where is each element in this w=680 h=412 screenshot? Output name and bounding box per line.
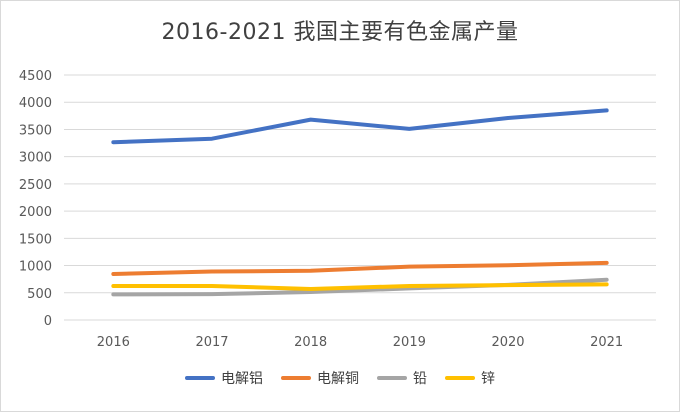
legend-item: 电解铜 (281, 368, 359, 388)
legend-item: 电解铝 (185, 368, 263, 388)
legend-swatch (185, 376, 215, 380)
x-axis-ticks: 2016 2017 2018 2019 2020 2021 (97, 335, 623, 350)
x-tick-label: 2017 (195, 335, 228, 350)
y-tick-label: 3500 (19, 123, 52, 138)
legend-label: 铅 (413, 371, 427, 387)
legend-swatch (377, 376, 407, 380)
y-tick-label: 4000 (19, 96, 52, 111)
y-tick-label: 4500 (19, 69, 52, 84)
x-tick-label: 2020 (491, 335, 524, 350)
y-tick-label: 500 (27, 287, 52, 302)
legend-label: 电解铝 (221, 371, 263, 387)
x-tick-label: 2016 (97, 335, 130, 350)
y-tick-label: 2500 (19, 178, 52, 193)
y-tick-label: 0 (44, 314, 52, 329)
x-tick-label: 2021 (590, 335, 623, 350)
legend-label: 锌 (481, 371, 495, 387)
y-axis-ticks: 0 500 1000 1500 2000 2500 3000 3500 4000 4500 (19, 69, 52, 329)
series-lines (111, 108, 609, 297)
series-line-1 (111, 260, 609, 276)
series-line-3 (111, 282, 609, 291)
legend-swatch (445, 376, 475, 380)
series-line-0 (111, 108, 609, 145)
legend-swatch (281, 376, 311, 380)
legend-item: 锌 (445, 368, 495, 388)
y-tick-label: 1500 (19, 232, 52, 247)
y-tick-label: 3000 (19, 151, 52, 166)
y-tick-label: 1000 (19, 260, 52, 275)
y-tick-label: 2000 (19, 205, 52, 220)
x-tick-label: 2019 (393, 335, 426, 350)
legend: 电解铝 电解铜 铅 锌 (0, 368, 680, 388)
legend-item: 铅 (377, 368, 427, 388)
x-tick-label: 2018 (294, 335, 327, 350)
chart-title: 2016-2021 我国主要有色金属产量 (161, 20, 519, 45)
legend-label: 电解铜 (317, 371, 359, 387)
